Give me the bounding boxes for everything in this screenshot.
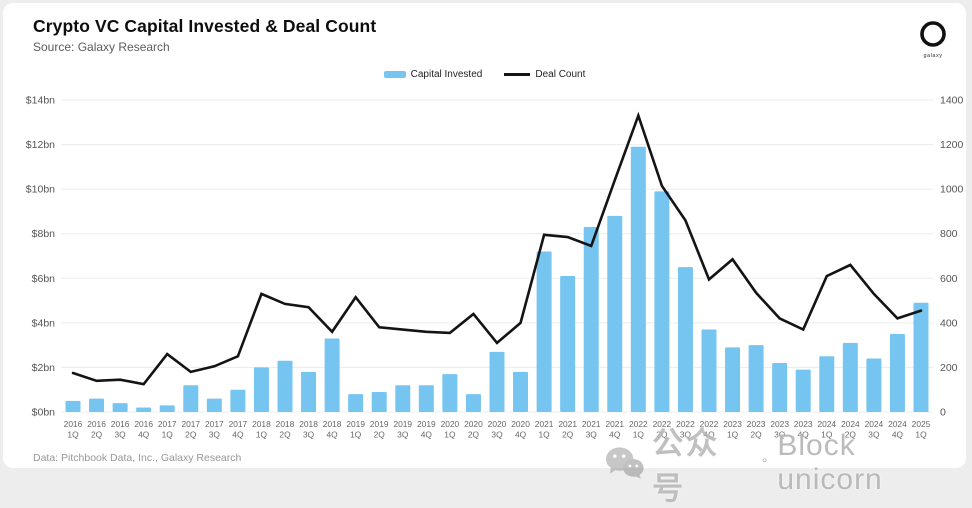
bar-2017-2Q	[183, 385, 198, 412]
bar-2021-1Q	[537, 252, 552, 412]
data-credit: Data: Pitchbook Data, Inc., Galaxy Resea…	[33, 452, 241, 464]
left-axis-tick: $2bn	[32, 362, 56, 374]
bar-2023-2Q	[749, 345, 764, 412]
right-axis-tick: 1200	[940, 139, 964, 151]
bar-2017-4Q	[230, 390, 245, 412]
bar-2019-3Q	[395, 385, 410, 412]
bar-2025-1Q	[914, 303, 929, 412]
bar-2016-3Q	[113, 403, 128, 412]
right-axis-tick: 200	[940, 362, 958, 374]
right-axis-tick: 0	[940, 407, 946, 419]
bar-2018-1Q	[254, 367, 269, 412]
bar-2024-3Q	[866, 359, 881, 412]
bar-2019-1Q	[348, 394, 363, 412]
left-axis-tick: $6bn	[32, 273, 56, 285]
bar-2020-2Q	[466, 394, 481, 412]
left-axis-tick: $10bn	[26, 184, 55, 196]
bar-2022-4Q	[702, 330, 717, 412]
right-axis-tick: 1000	[940, 184, 964, 196]
right-axis-tick: 600	[940, 273, 958, 285]
bar-2023-3Q	[772, 363, 787, 412]
bar-2019-4Q	[419, 385, 434, 412]
chart-card: Crypto VC Capital Invested & Deal Count …	[3, 3, 966, 468]
left-axis-tick: $14bn	[26, 95, 55, 107]
bar-2024-4Q	[890, 334, 905, 412]
bar-2018-3Q	[301, 372, 316, 412]
bar-2016-1Q	[66, 401, 81, 412]
bar-2022-2Q	[654, 191, 669, 412]
bar-2020-4Q	[513, 372, 528, 412]
right-axis-tick: 400	[940, 317, 958, 329]
bar-2022-3Q	[678, 267, 693, 412]
bar-2022-1Q	[631, 147, 646, 412]
bar-2018-2Q	[278, 361, 293, 412]
left-axis-tick: $8bn	[32, 228, 56, 240]
bar-2020-1Q	[442, 374, 457, 412]
bar-2019-2Q	[372, 392, 387, 412]
left-axis-tick: $0bn	[32, 407, 56, 419]
bar-2018-4Q	[325, 338, 340, 412]
bar-2020-3Q	[490, 352, 505, 412]
bar-2021-4Q	[607, 216, 622, 412]
bar-2024-2Q	[843, 343, 858, 412]
bar-2021-2Q	[560, 276, 575, 412]
bar-2023-1Q	[725, 347, 740, 412]
right-axis-tick: 1400	[940, 95, 964, 107]
bar-2017-1Q	[160, 405, 175, 412]
deal-count-line	[73, 116, 921, 385]
left-axis-tick: $4bn	[32, 317, 56, 329]
bar-2016-2Q	[89, 399, 104, 412]
right-axis-tick: 800	[940, 228, 958, 240]
bar-2023-4Q	[796, 370, 811, 412]
bar-2024-1Q	[819, 356, 834, 412]
bar-2017-3Q	[207, 399, 222, 412]
combo-chart: $0bn 0 $2bn 200 $4bn 400 $6bn 600 $8bn 800 $10bn 10…	[3, 3, 972, 463]
bar-2021-3Q	[584, 227, 599, 412]
left-axis-tick: $12bn	[26, 139, 55, 151]
bar-2016-4Q	[136, 408, 151, 412]
